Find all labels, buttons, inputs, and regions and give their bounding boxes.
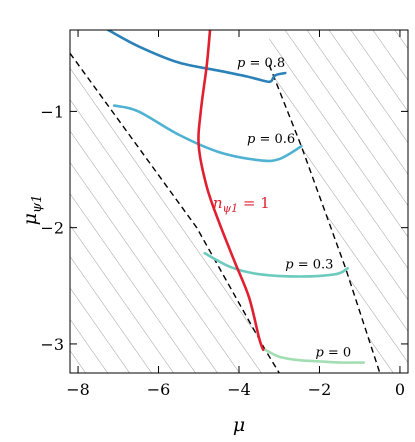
y-axis-label: μψ1 [19, 195, 45, 226]
annotation-p06: p = 0.6 [247, 132, 295, 147]
series-line-4 [197, 30, 265, 352]
series-line-1 [112, 104, 303, 163]
annotation-p0: p = 0 [315, 346, 351, 361]
right-boundary [268, 64, 381, 373]
x-tick-label-4: 0 [395, 380, 405, 399]
series-line-0 [106, 30, 287, 84]
left-boundary [70, 52, 280, 373]
y-axis: −1 −2 −3 [40, 102, 408, 354]
series-line-2 [203, 251, 349, 278]
x-tick-label-0: −8 [66, 380, 90, 399]
y-tick-label-2: −3 [40, 335, 64, 354]
x-tick-label-1: −6 [147, 380, 171, 399]
series-layer [106, 30, 366, 364]
svg-text:μψ1: μψ1 [19, 195, 45, 226]
y-tick-label-1: −2 [40, 219, 64, 238]
annotations-layer: p = 0.8 p = 0.6 p = 0.3 p = 0 nψ1 = 1 [213, 56, 351, 361]
series-line-3 [263, 348, 366, 364]
annotation-p08: p = 0.8 [237, 56, 285, 71]
y-tick-label-0: −1 [40, 102, 64, 121]
x-axis-label: μ [233, 414, 245, 436]
annotation-n1: nψ1 = 1 [213, 194, 270, 215]
annotation-p03: p = 0.3 [285, 257, 333, 272]
y-axis-label-sub: ψ1 [30, 195, 45, 213]
x-tick-label-3: −2 [308, 380, 332, 399]
plot-area: p = 0.8 p = 0.6 p = 0.3 p = 0 nψ1 = 1 [69, 29, 409, 374]
x-axis: −8 −6 −4 −2 0 [66, 30, 405, 399]
boundaries-layer [70, 52, 381, 373]
x-tick-label-2: −4 [227, 380, 251, 399]
hatched-region-right [269, 30, 408, 373]
y-axis-label-main: μ [19, 213, 41, 225]
hatched-region-left [70, 30, 280, 373]
